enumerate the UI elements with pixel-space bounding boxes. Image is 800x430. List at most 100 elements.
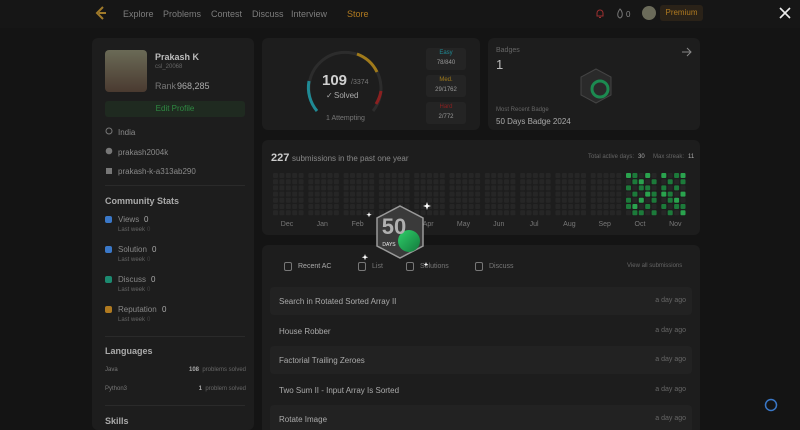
heatmap-cell [510,173,516,178]
level-name: Easy [439,50,453,56]
coin-count: 0 [626,10,631,19]
view-all-link[interactable]: View all submissions [627,263,683,269]
heatmap-cell [475,204,481,209]
heatmap-cell [292,210,298,216]
badge-thumb[interactable] [578,67,614,105]
heatmap-cell [343,204,349,209]
heatmap-cell [285,185,291,191]
problem-title[interactable]: Rotate Image [279,415,328,424]
nav-link[interactable]: Problems [163,9,202,19]
linkedin[interactable]: prakash-k-a313ab290 [118,167,196,176]
rank-label: Rank [155,81,177,91]
heatmap-cell [645,173,651,178]
heatmap-cell [603,191,609,197]
edit-profile-button[interactable]: Edit Profile [105,101,245,117]
heatmap-cell [674,204,680,209]
heatmap-cell [468,210,474,216]
heatmap-cell [420,185,426,191]
heatmap-cell [308,204,314,209]
heatmap-cell [433,179,439,185]
heatmap-cell [539,204,545,209]
heatmap-cell [510,210,516,216]
heatmap-cell [651,191,657,197]
heatmap-cell [667,185,673,191]
heatmap-cell [484,179,490,185]
github[interactable]: prakash2004k [118,148,169,157]
heatmap-cell [314,173,320,178]
heatmap-cell [555,191,561,197]
divider [105,405,245,406]
heatmap-cell [555,210,561,216]
heatmap-cell [667,191,673,197]
heatmap-cell [273,197,278,203]
arrow-icon[interactable] [681,47,693,57]
profile-card: Prakash K csl_20068 Rank 968,285 Edit Pr… [92,38,254,430]
heatmap-cell [420,179,426,185]
avatar-small[interactable] [642,6,656,20]
heatmap-cell [561,185,567,191]
heatmap-cell [632,173,638,178]
heatmap-cell [333,179,339,185]
tab-icon[interactable] [358,262,366,271]
chat-icon[interactable] [764,398,778,412]
heatmap-cell [561,191,567,197]
nav-link[interactable]: Interview [291,9,328,19]
streak-icon[interactable] [616,8,624,19]
premium-button[interactable]: Premium [660,5,703,21]
heatmap-cell [385,191,391,197]
problem-title[interactable]: House Robber [279,326,331,336]
nav-link[interactable]: Discuss [252,9,284,19]
nav-link[interactable]: Store [347,9,369,19]
heatmap-cell [638,204,644,209]
heatmap-cell [603,197,609,203]
heatmap-cell [532,185,538,191]
problem-title[interactable]: Factorial Trailing Zeroes [279,356,365,365]
heatmap-cell [680,185,686,191]
tab-icon[interactable] [406,262,414,271]
notification-icon[interactable] [595,8,605,19]
heatmap-cell [651,185,657,191]
tab-icon[interactable] [284,262,292,271]
heatmap-cell [462,197,468,203]
heatmap-cell [468,185,474,191]
heatmap-cell [273,173,278,178]
heatmap-cell [568,173,574,178]
heatmap-cell [603,179,609,185]
heatmap-cell [273,210,278,216]
nav-link[interactable]: Explore [123,9,154,19]
heatmap-cell [314,210,320,216]
tab-icon[interactable] [475,262,483,271]
heatmap-cell [369,210,375,216]
heatmap-cell [568,210,574,216]
heatmap-cell [597,210,603,216]
heatmap-cell [439,185,445,191]
heatmap-cell [327,179,333,185]
heatmap-cell [609,191,615,197]
problem-title[interactable]: Two Sum II - Input Array Is Sorted [279,385,400,395]
logo[interactable] [95,6,107,20]
stat-sub-label: Last week [118,287,146,293]
heatmap-cell [433,197,439,203]
heatmap-cell [462,210,468,216]
heatmap-cell [661,191,667,197]
close-button[interactable] [778,6,792,20]
heatmap-cell [385,185,391,191]
heatmap-cell [520,185,526,191]
heatmap-cell [285,191,291,197]
tab[interactable]: Discuss [489,263,514,270]
heatmap-cell [484,204,490,209]
heatmap-cell [414,185,420,191]
nav-link[interactable]: Contest [211,9,243,19]
problem-title[interactable]: Search in Rotated Sorted Array II [279,297,397,306]
heatmap-cell [475,173,481,178]
heatmap-cell [504,191,509,197]
tab[interactable]: List [372,263,383,270]
heatmap-cell [581,191,586,197]
heatmap-cell [273,185,278,191]
heatmap-cell [632,210,638,216]
stat-label: Views [118,215,140,224]
tab[interactable]: Solutions [420,263,449,270]
tab[interactable]: Recent AC [298,263,332,270]
heatmap-cell [350,185,355,191]
submissions-card: 227 submissions in the past one year Tot… [262,140,700,235]
